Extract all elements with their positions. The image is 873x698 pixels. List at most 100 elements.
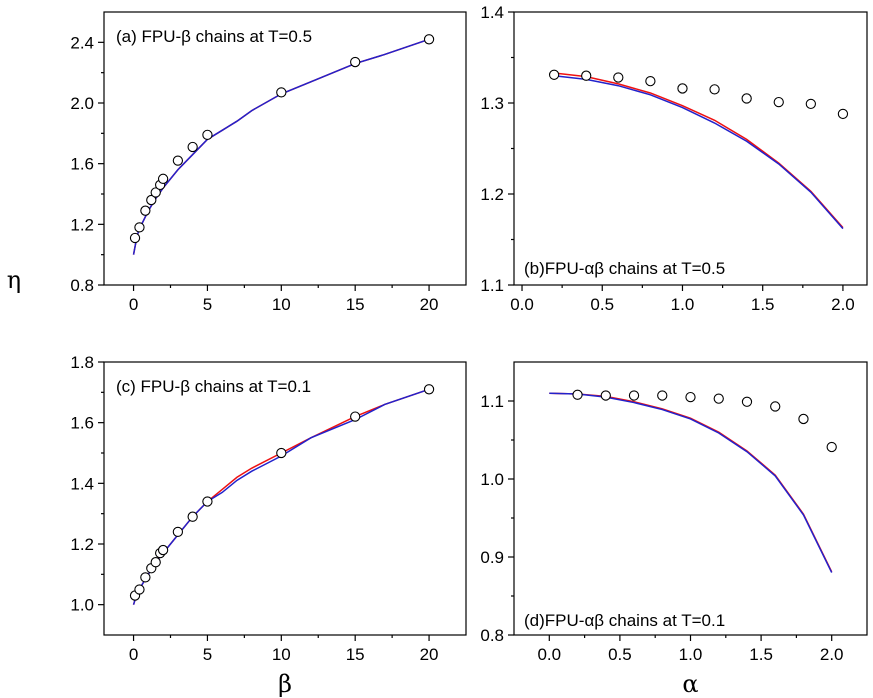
data-point-d <box>685 391 696 403</box>
y-tick-label-c: 1.0 <box>70 596 94 615</box>
series-line-b-1 <box>554 74 844 230</box>
data-point-d <box>600 390 611 401</box>
plot-frame-a <box>103 11 467 286</box>
y-tick-label-b: 1.4 <box>480 3 504 22</box>
data-point-b <box>709 84 720 95</box>
y-tick-label-d: 1.0 <box>480 470 504 489</box>
y-tick-label-d: 1.1 <box>480 392 504 411</box>
data-point-a <box>129 232 141 244</box>
x-tick-label-d: 0.5 <box>608 645 632 664</box>
y-tick-label-d: 0.9 <box>480 548 504 567</box>
y-tick-label-a: 1.6 <box>70 155 94 174</box>
y-tick-label-a: 2.0 <box>70 94 94 113</box>
y-tick-label-b: 1.2 <box>480 185 504 204</box>
data-point-b <box>548 69 560 80</box>
panel-c: 0 5 10 15 20 1.0 1.2 1.4 1.6 1.8 (c) FPU-β chains … <box>70 353 467 698</box>
x-tick-label-d: 2.0 <box>820 645 844 664</box>
data-point-c <box>350 411 361 422</box>
x-tick-label-d: 1.5 <box>749 645 773 664</box>
data-point-a <box>140 205 151 216</box>
panel-title-c: (c) FPU-β chains at T=0.1 <box>116 377 311 396</box>
data-point-a <box>157 173 169 184</box>
data-point-b <box>773 96 784 108</box>
y-tick-label-b: 1.3 <box>480 94 504 113</box>
panel-title-b: (b)FPU-αβ chains at T=0.5 <box>524 259 725 278</box>
data-point-d <box>770 401 781 412</box>
series-line-d-0 <box>549 392 833 573</box>
panel-title-a: (a) FPU-β chains at T=0.5 <box>116 27 312 46</box>
panel-title-d: (d)FPU-αβ chains at T=0.1 <box>524 611 725 630</box>
data-point-c <box>134 584 145 595</box>
series-line-a-1 <box>132 38 430 255</box>
y-tick-label-b: 1.1 <box>480 276 504 295</box>
x-tick-label-a: 5 <box>203 295 212 314</box>
data-point-b <box>581 70 592 81</box>
x-tick-label-b: 0.0 <box>510 295 534 314</box>
series-line-b-0 <box>554 72 844 229</box>
data-point-a <box>146 194 157 206</box>
data-point-d <box>741 396 753 407</box>
data-point-d <box>657 390 668 401</box>
x-axis-label-d: α <box>682 670 698 698</box>
y-tick-label-a: 1.2 <box>70 215 94 234</box>
x-tick-label-c: 10 <box>272 645 291 664</box>
data-point-d <box>826 441 837 453</box>
data-point-c <box>157 544 169 556</box>
series-line-c-1 <box>132 388 430 605</box>
x-tick-label-c: 20 <box>420 645 439 664</box>
x-tick-label-d: 0.0 <box>537 645 561 664</box>
x-tick-label-c: 5 <box>203 645 212 664</box>
y-tick-label-a: 0.8 <box>70 276 94 295</box>
x-tick-label-d: 1.0 <box>679 645 703 664</box>
data-point-a <box>202 129 213 140</box>
x-tick-label-b: 1.5 <box>751 295 775 314</box>
data-point-b <box>613 72 624 83</box>
y-tick-label-c: 1.8 <box>70 353 94 372</box>
data-point-c <box>423 384 435 395</box>
x-axis-label-c: β <box>278 670 292 698</box>
data-point-d <box>628 390 640 401</box>
x-tick-label-a: 10 <box>272 295 291 314</box>
data-point-a <box>187 141 198 153</box>
y-tick-label-c: 1.2 <box>70 535 94 554</box>
data-point-b <box>805 98 816 110</box>
data-point-d <box>713 393 724 404</box>
x-tick-label-b: 0.5 <box>590 295 614 314</box>
data-point-d <box>798 413 809 425</box>
data-point-c <box>140 572 151 583</box>
x-tick-label-a: 0 <box>129 295 138 314</box>
data-point-b <box>741 93 752 104</box>
data-point-c <box>172 526 184 538</box>
y-tick-label-c: 1.4 <box>70 474 94 493</box>
data-point-d <box>572 389 583 400</box>
series-line-a-0 <box>132 38 430 255</box>
shared-y-axis-label: η <box>7 266 21 294</box>
plot-frame-b <box>513 11 868 286</box>
data-point-a <box>350 56 361 68</box>
data-point-a <box>172 155 184 166</box>
series-line-c-0 <box>132 388 430 605</box>
data-point-a <box>134 222 145 233</box>
data-point-c <box>150 557 161 568</box>
plot-frame-d <box>513 361 868 636</box>
y-tick-label-c: 1.6 <box>70 414 94 433</box>
panel-b: 0.0 0.5 1.0 1.5 2.0 1.1 1.2 1.3 1.4 (b)FPU-αβ cha… <box>480 3 868 314</box>
x-tick-label-a: 20 <box>420 295 439 314</box>
data-point-c <box>202 496 213 507</box>
x-tick-label-c: 15 <box>346 645 365 664</box>
panel-a: 0 5 10 15 20 0.8 1.2 1.6 2.0 2.4 (a) FPU-β chains … <box>70 11 467 314</box>
panel-d: 0.0 0.5 1.0 1.5 2.0 0.8 0.9 1.0 1.1 (d)FPU-αβ cha… <box>480 361 868 698</box>
data-point-b <box>645 76 656 87</box>
x-tick-label-c: 0 <box>129 645 138 664</box>
x-tick-label-b: 2.0 <box>831 295 855 314</box>
y-tick-label-a: 2.4 <box>70 33 94 52</box>
series-line-d-1 <box>549 392 833 573</box>
data-point-a <box>150 187 161 198</box>
data-point-a <box>423 34 435 45</box>
data-point-b <box>677 83 688 94</box>
data-point-c <box>187 511 198 522</box>
x-tick-label-b: 1.0 <box>671 295 695 314</box>
data-point-c <box>276 447 287 459</box>
data-point-a <box>276 87 287 98</box>
